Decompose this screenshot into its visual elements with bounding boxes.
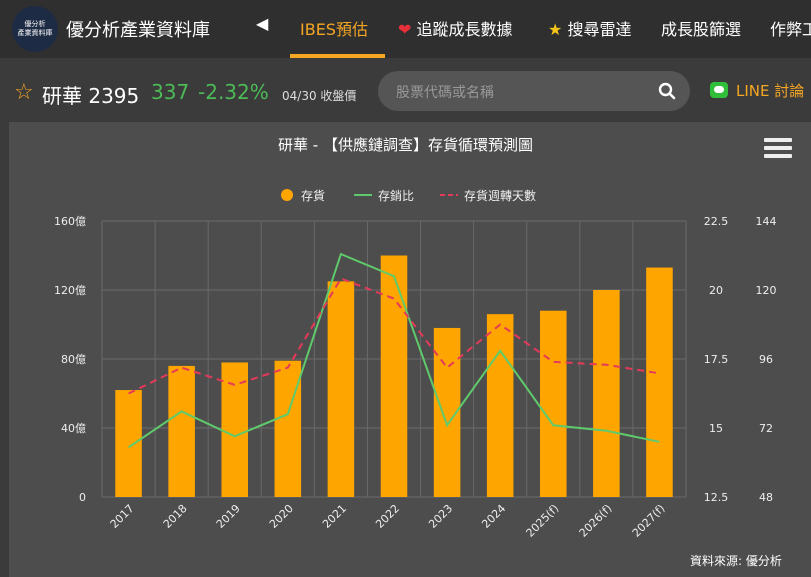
nav-scroll-left-icon[interactable]: ◀ bbox=[256, 14, 269, 33]
nav-item-ibes[interactable]: IBES預估 bbox=[300, 20, 368, 39]
chart-menu-icon[interactable] bbox=[764, 138, 792, 164]
nav-item-tracking[interactable]: ❤ 追蹤成長數據 bbox=[398, 16, 513, 40]
stock-price: 337 bbox=[151, 80, 190, 104]
line-icon bbox=[710, 82, 728, 98]
star-icon: ★ bbox=[548, 20, 563, 39]
brand-name[interactable]: 優分析產業資料庫 bbox=[66, 20, 210, 41]
nav-item-radar[interactable]: ★ 搜尋雷達 bbox=[548, 16, 631, 40]
logo-text-line2: 產業資料庫 bbox=[17, 29, 53, 37]
nav-item-tracking-label: 追蹤成長數據 bbox=[416, 20, 513, 39]
heart-icon: ❤ bbox=[398, 20, 412, 39]
nav-item-tools[interactable]: 作弊工 bbox=[770, 20, 811, 39]
logo-text-line1: 優分析 bbox=[24, 20, 46, 28]
nav-item-screener[interactable]: 成長股篩選 bbox=[661, 20, 742, 39]
search-input[interactable]: 股票代碼或名稱 bbox=[378, 71, 690, 111]
stock-change: -2.32% bbox=[198, 80, 269, 104]
active-tab-underline bbox=[290, 54, 385, 58]
search-icon[interactable] bbox=[658, 82, 676, 100]
search-placeholder: 股票代碼或名稱 bbox=[396, 85, 494, 101]
chart-panel bbox=[9, 122, 811, 577]
top-nav-bar: 優分析 產業資料庫 優分析產業資料庫 ◀ IBES預估 ❤ 追蹤成長數據 ★ 搜… bbox=[0, 0, 811, 58]
nav-item-radar-label: 搜尋雷達 bbox=[567, 20, 632, 39]
favorite-star-icon[interactable]: ☆ bbox=[14, 80, 34, 105]
stock-name: 研華 2395 bbox=[42, 84, 140, 108]
line-button-label: LINE 討論 bbox=[736, 82, 805, 100]
chart-title: 研華 - 【供應鏈調查】存貨循環預測圖 bbox=[278, 136, 533, 154]
line-discussion-button[interactable]: LINE 討論 bbox=[710, 80, 804, 101]
brand-logo[interactable]: 優分析 產業資料庫 bbox=[12, 6, 58, 52]
chart-source: 資料來源: 優分析 bbox=[690, 554, 782, 568]
close-date-note: 04/30 收盤價 bbox=[282, 89, 357, 103]
